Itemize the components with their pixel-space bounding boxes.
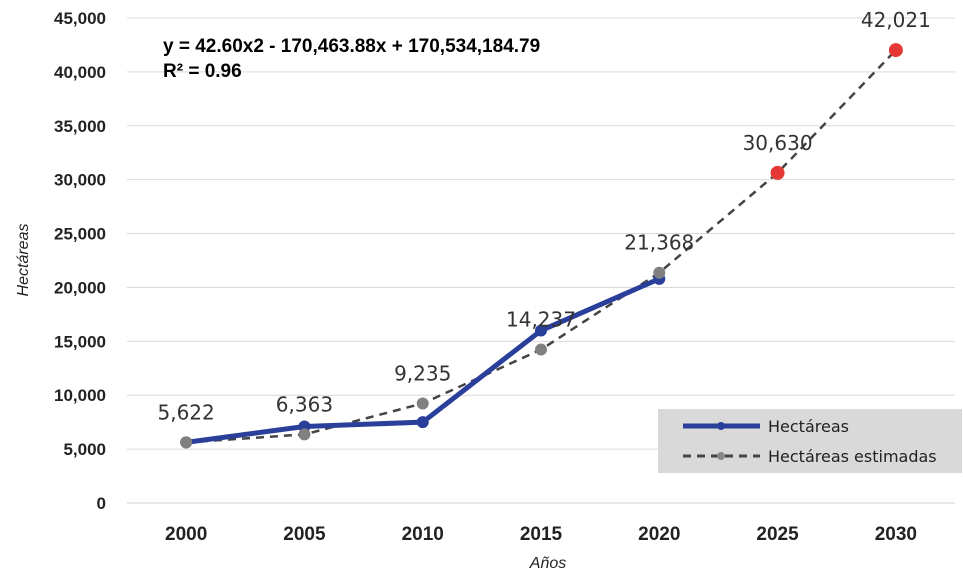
legend-marker-hectareas	[717, 422, 725, 430]
data-label: 21,368	[624, 231, 694, 255]
data-labels: 5,622 6,363 9,235 14,237 21,368 30,630 42,021	[158, 8, 931, 424]
data-label: 9,235	[394, 361, 451, 385]
x-tick-label: 2015	[520, 524, 563, 545]
point-projected	[770, 165, 785, 180]
series-line-hectareas-estimadas	[186, 49, 897, 444]
series-group	[180, 43, 903, 449]
x-tick-label: 2020	[638, 524, 680, 545]
y-tick-label: 20,000	[54, 278, 106, 297]
trendline-equation: y = 42.60x2 - 170,463.88x + 170,534,184.…	[163, 36, 540, 57]
y-tick-label: 45,000	[54, 9, 106, 28]
point-hectareas-estimadas	[416, 397, 429, 410]
x-axis-ticks: 2000 2005 2010 2015 2020 2025 2030	[165, 524, 917, 545]
y-tick-label: 5,000	[63, 440, 106, 459]
point-hectareas-estimadas	[653, 266, 666, 279]
y-axis-ticks: 0 5,000 10,000 15,000 20,000 25,000 30,000 35,0…	[54, 9, 106, 513]
data-label: 5,622	[158, 400, 215, 424]
x-tick-label: 2030	[875, 524, 917, 545]
point-hectareas	[535, 324, 547, 337]
r-squared-label: R² = 0.96	[163, 61, 242, 82]
point-hectareas-estimadas	[298, 428, 311, 441]
y-tick-label: 15,000	[54, 332, 106, 351]
y-tick-label: 30,000	[54, 171, 106, 190]
gridlines	[127, 17, 955, 504]
legend-background	[658, 409, 962, 473]
data-label: 6,363	[276, 392, 333, 416]
data-label: 42,021	[861, 8, 931, 32]
point-projected	[888, 43, 903, 58]
x-tick-label: 2005	[283, 524, 326, 545]
point-hectareas	[416, 416, 429, 429]
legend-marker-estimadas	[717, 452, 725, 460]
point-hectareas-estimadas	[180, 436, 193, 449]
x-tick-label: 2010	[402, 524, 444, 545]
x-tick-label: 2025	[756, 524, 799, 545]
y-axis-label: Hectáreas	[15, 224, 32, 297]
legend: Hectáreas Hectáreas estimadas	[658, 409, 962, 473]
data-label: 14,237	[506, 308, 576, 332]
y-tick-label: 10,000	[54, 386, 106, 405]
y-tick-label: 25,000	[54, 225, 106, 244]
legend-label-hectareas: Hectáreas	[768, 417, 849, 436]
y-tick-label: 0	[97, 494, 106, 513]
y-tick-label: 35,000	[54, 117, 106, 136]
point-hectareas-estimadas	[535, 343, 547, 356]
data-label: 30,630	[743, 131, 813, 155]
y-tick-label: 40,000	[54, 63, 106, 82]
x-tick-label: 2000	[165, 524, 207, 545]
x-axis-label: Años	[529, 555, 566, 572]
legend-label-estimadas: Hectáreas estimadas	[768, 447, 937, 466]
